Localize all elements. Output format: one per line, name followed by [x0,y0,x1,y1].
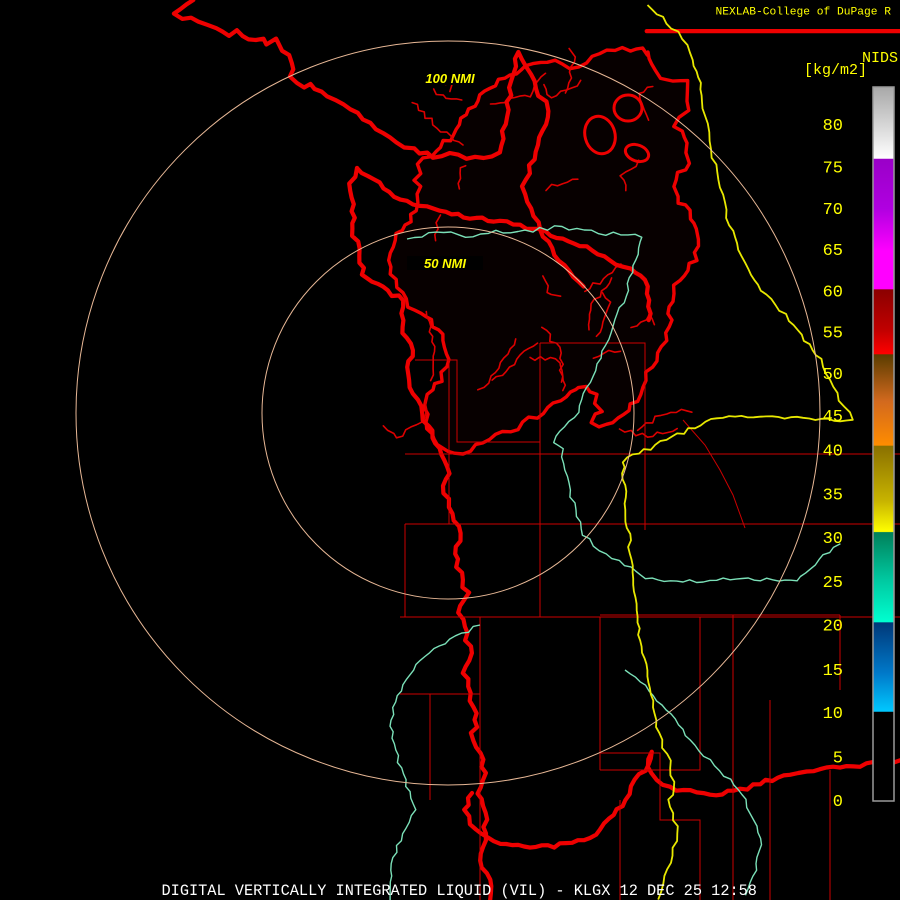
svg-text:[kg/m2]: [kg/m2] [804,62,867,79]
svg-text:65: 65 [823,242,843,261]
svg-text:40: 40 [823,443,843,462]
svg-text:10: 10 [823,705,843,724]
svg-text:60: 60 [823,284,843,303]
svg-text:15: 15 [823,662,843,681]
svg-text:70: 70 [823,201,843,220]
svg-text:50 NMI: 50 NMI [424,256,466,271]
svg-text:55: 55 [823,325,843,344]
svg-text:NIDS: NIDS [862,50,898,67]
svg-text:75: 75 [823,160,843,179]
svg-text:25: 25 [823,574,843,593]
svg-text:NEXLAB-College of DuPage R: NEXLAB-College of DuPage R [715,7,891,19]
svg-text:0: 0 [833,793,843,812]
svg-text:80: 80 [823,117,843,136]
svg-text:DIGITAL VERTICALLY INTEGRATED: DIGITAL VERTICALLY INTEGRATED LIQUID (VI… [162,882,757,900]
svg-text:45: 45 [823,408,843,427]
svg-text:35: 35 [823,486,843,505]
svg-text:5: 5 [833,750,843,769]
svg-text:30: 30 [823,530,843,549]
svg-text:50: 50 [823,366,843,385]
svg-text:20: 20 [823,618,843,637]
svg-text:100 NMI: 100 NMI [425,71,475,86]
